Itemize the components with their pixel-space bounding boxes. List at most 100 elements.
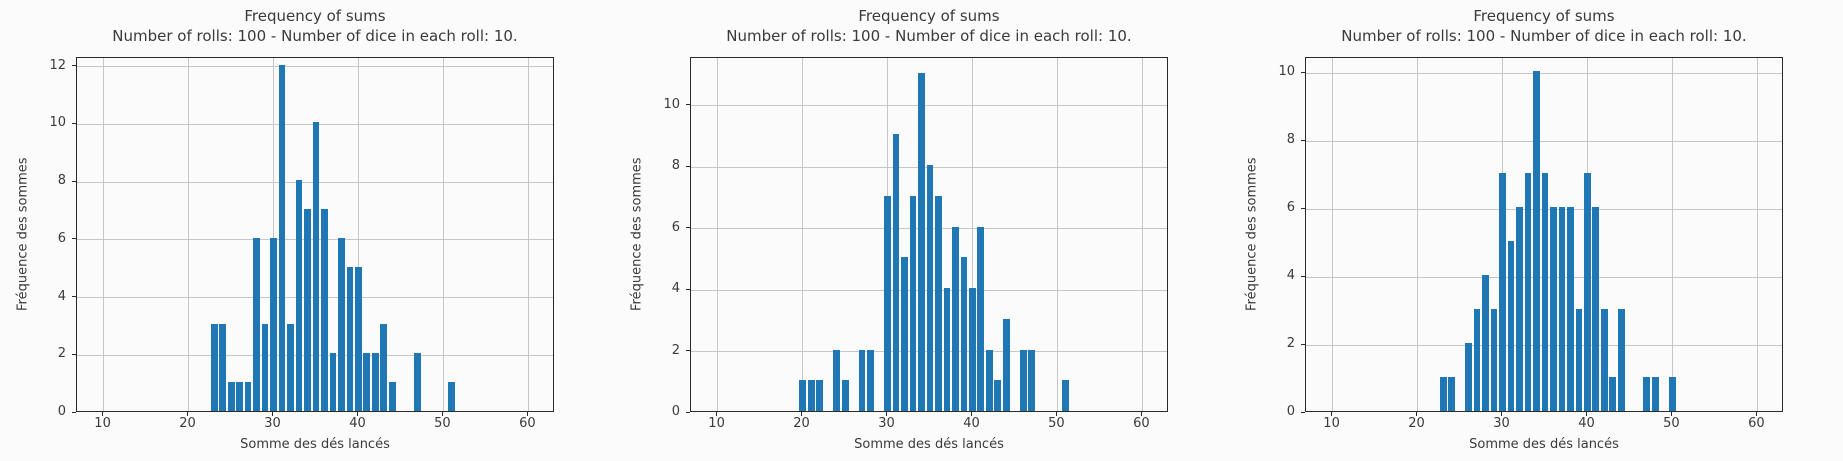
chart-title: Frequency of sums: [1473, 7, 1615, 25]
x-gridline: [357, 58, 359, 411]
x-gridline: [1756, 58, 1758, 411]
plot-area: [1305, 57, 1783, 412]
x-gridline: [103, 58, 105, 411]
histogram-bar: [1002, 318, 1010, 411]
x-tick-label: 40: [963, 416, 980, 431]
x-tick-mark: [1055, 412, 1057, 416]
histogram-bar: [858, 349, 866, 411]
y-tick-label: 4: [57, 288, 66, 304]
y-tick-label: 8: [671, 158, 680, 174]
plot-area: [690, 57, 1168, 412]
histogram-bar: [1643, 377, 1651, 411]
histogram-bar: [287, 324, 294, 411]
x-axis-label: Somme des dés lancés: [240, 437, 390, 452]
y-tick-mark: [686, 350, 690, 352]
histogram-bar: [338, 237, 345, 411]
chart-title: Frequency of sums: [858, 7, 1000, 25]
histogram-bar: [892, 134, 900, 411]
y-tick-label: 6: [671, 219, 680, 235]
y-tick-mark: [1301, 71, 1305, 73]
histogram-bar: [346, 266, 354, 411]
x-tick-mark: [1331, 412, 1333, 416]
histogram-bar: [1499, 173, 1506, 411]
subplot-right: Frequency of sums Number of rolls: 100 -…: [1245, 0, 1783, 461]
y-tick-label: 10: [1278, 64, 1295, 80]
y-tick-label: 8: [1286, 132, 1295, 148]
plot-area: [76, 57, 554, 412]
x-tick-mark: [886, 412, 888, 416]
histogram-bar: [1651, 377, 1659, 411]
histogram-bar: [901, 257, 908, 411]
x-axis-label: Somme des dés lancés: [854, 437, 1004, 452]
histogram-bar: [1533, 71, 1540, 411]
histogram-bar: [1473, 309, 1481, 411]
histogram-bar: [380, 324, 388, 411]
histogram-bar: [295, 180, 303, 411]
x-tick-mark: [102, 412, 104, 416]
x-tick-label: 60: [1133, 416, 1150, 431]
histogram-bar: [1550, 207, 1557, 411]
y-tick-mark: [72, 353, 76, 355]
y-tick-mark: [686, 411, 690, 413]
x-tick-mark: [716, 412, 718, 416]
y-gridline: [1306, 72, 1782, 74]
histogram-bar: [1583, 173, 1591, 411]
y-tick-mark: [1301, 275, 1305, 277]
histogram-bar: [833, 349, 840, 411]
y-tick-mark: [1301, 411, 1305, 413]
histogram-bar: [918, 72, 925, 411]
y-tick-mark: [72, 238, 76, 240]
histogram-bar: [1507, 241, 1515, 411]
y-tick-mark: [686, 104, 690, 106]
x-gridline: [971, 58, 973, 411]
x-tick-mark: [272, 412, 274, 416]
y-tick-mark: [72, 122, 76, 124]
histogram-bar: [909, 195, 917, 411]
y-tick-mark: [686, 165, 690, 167]
histogram-bar: [448, 382, 456, 411]
x-gridline: [442, 58, 444, 411]
histogram-bar: [1567, 207, 1574, 411]
x-gridline: [1671, 58, 1673, 411]
x-gridline: [273, 58, 275, 411]
x-tick-label: 50: [434, 416, 451, 431]
histogram-bar: [1541, 173, 1549, 411]
x-tick-label: 50: [1663, 416, 1680, 431]
histogram-bar: [968, 288, 976, 411]
y-tick-label: 10: [49, 115, 66, 131]
y-gridline: [77, 66, 553, 68]
x-tick-label: 20: [1408, 416, 1425, 431]
x-tick-mark: [1140, 412, 1142, 416]
histogram-bar: [329, 353, 337, 411]
histogram-bar: [278, 64, 286, 411]
y-tick-label: 0: [1286, 404, 1295, 419]
histogram-bar: [1668, 377, 1676, 411]
histogram-bar: [1524, 173, 1532, 411]
histogram-bar: [270, 237, 277, 411]
histogram-bar: [994, 380, 1002, 411]
histogram-bar: [1558, 207, 1566, 411]
x-gridline: [527, 58, 529, 411]
x-tick-label: 10: [708, 416, 725, 431]
histogram-bar: [1490, 309, 1498, 411]
x-tick-mark: [1501, 412, 1503, 416]
y-tick-label: 0: [57, 404, 66, 419]
y-tick-mark: [1301, 139, 1305, 141]
x-tick-label: 20: [793, 416, 810, 431]
histogram-bar: [867, 349, 874, 411]
x-tick-label: 10: [1323, 416, 1340, 431]
y-tick-label: 0: [671, 404, 680, 419]
x-axis-label: Somme des dés lancés: [1469, 437, 1619, 452]
histogram-bar: [884, 195, 891, 411]
histogram-bar: [210, 324, 218, 411]
x-tick-mark: [356, 412, 358, 416]
histogram-bar: [977, 226, 985, 411]
x-gridline: [1332, 58, 1334, 411]
x-tick-mark: [970, 412, 972, 416]
y-tick-mark: [72, 180, 76, 182]
histogram-bar: [807, 380, 815, 411]
histogram-bar: [943, 288, 951, 411]
histogram-bar: [952, 226, 959, 411]
y-gridline: [691, 105, 1167, 107]
histogram-bar: [1600, 309, 1608, 411]
